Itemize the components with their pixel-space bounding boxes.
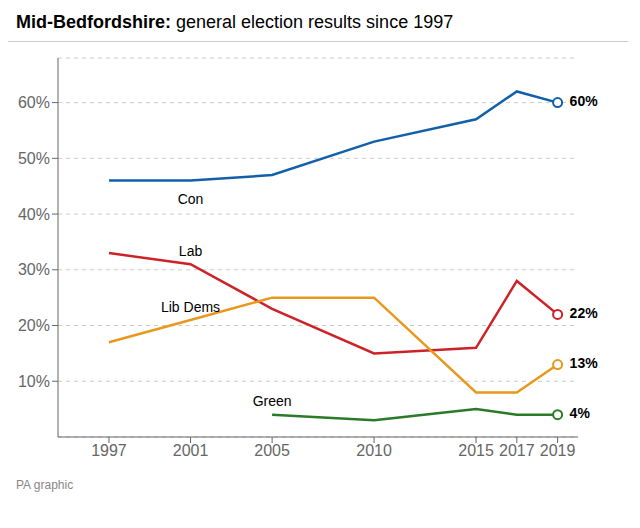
svg-text:30%: 30% — [18, 261, 50, 278]
svg-text:Lib Dems: Lib Dems — [161, 299, 220, 315]
svg-text:2019: 2019 — [540, 442, 576, 459]
svg-text:2015: 2015 — [458, 442, 494, 459]
svg-text:13%: 13% — [570, 355, 599, 371]
svg-text:4%: 4% — [570, 405, 591, 421]
svg-text:10%: 10% — [18, 373, 50, 390]
html-text:Mid-Bedfordshire: general elec: Mid-Bedfordshire: general election resul… — [16, 12, 454, 32]
svg-text:60%: 60% — [570, 93, 599, 109]
svg-text:50%: 50% — [18, 150, 50, 167]
svg-text:2010: 2010 — [356, 442, 392, 459]
svg-text:Green: Green — [253, 393, 292, 409]
svg-text:2017: 2017 — [499, 442, 535, 459]
svg-text:Lab: Lab — [179, 243, 203, 259]
svg-text:Con: Con — [178, 191, 204, 207]
svg-text:22%: 22% — [570, 305, 599, 321]
svg-text:20%: 20% — [18, 317, 50, 334]
html-text:PA graphic: PA graphic — [16, 478, 74, 492]
svg-text:2005: 2005 — [254, 442, 290, 459]
svg-text:60%: 60% — [18, 94, 50, 111]
svg-text:2001: 2001 — [173, 442, 209, 459]
svg-text:40%: 40% — [18, 206, 50, 223]
svg-text:1997: 1997 — [91, 442, 127, 459]
